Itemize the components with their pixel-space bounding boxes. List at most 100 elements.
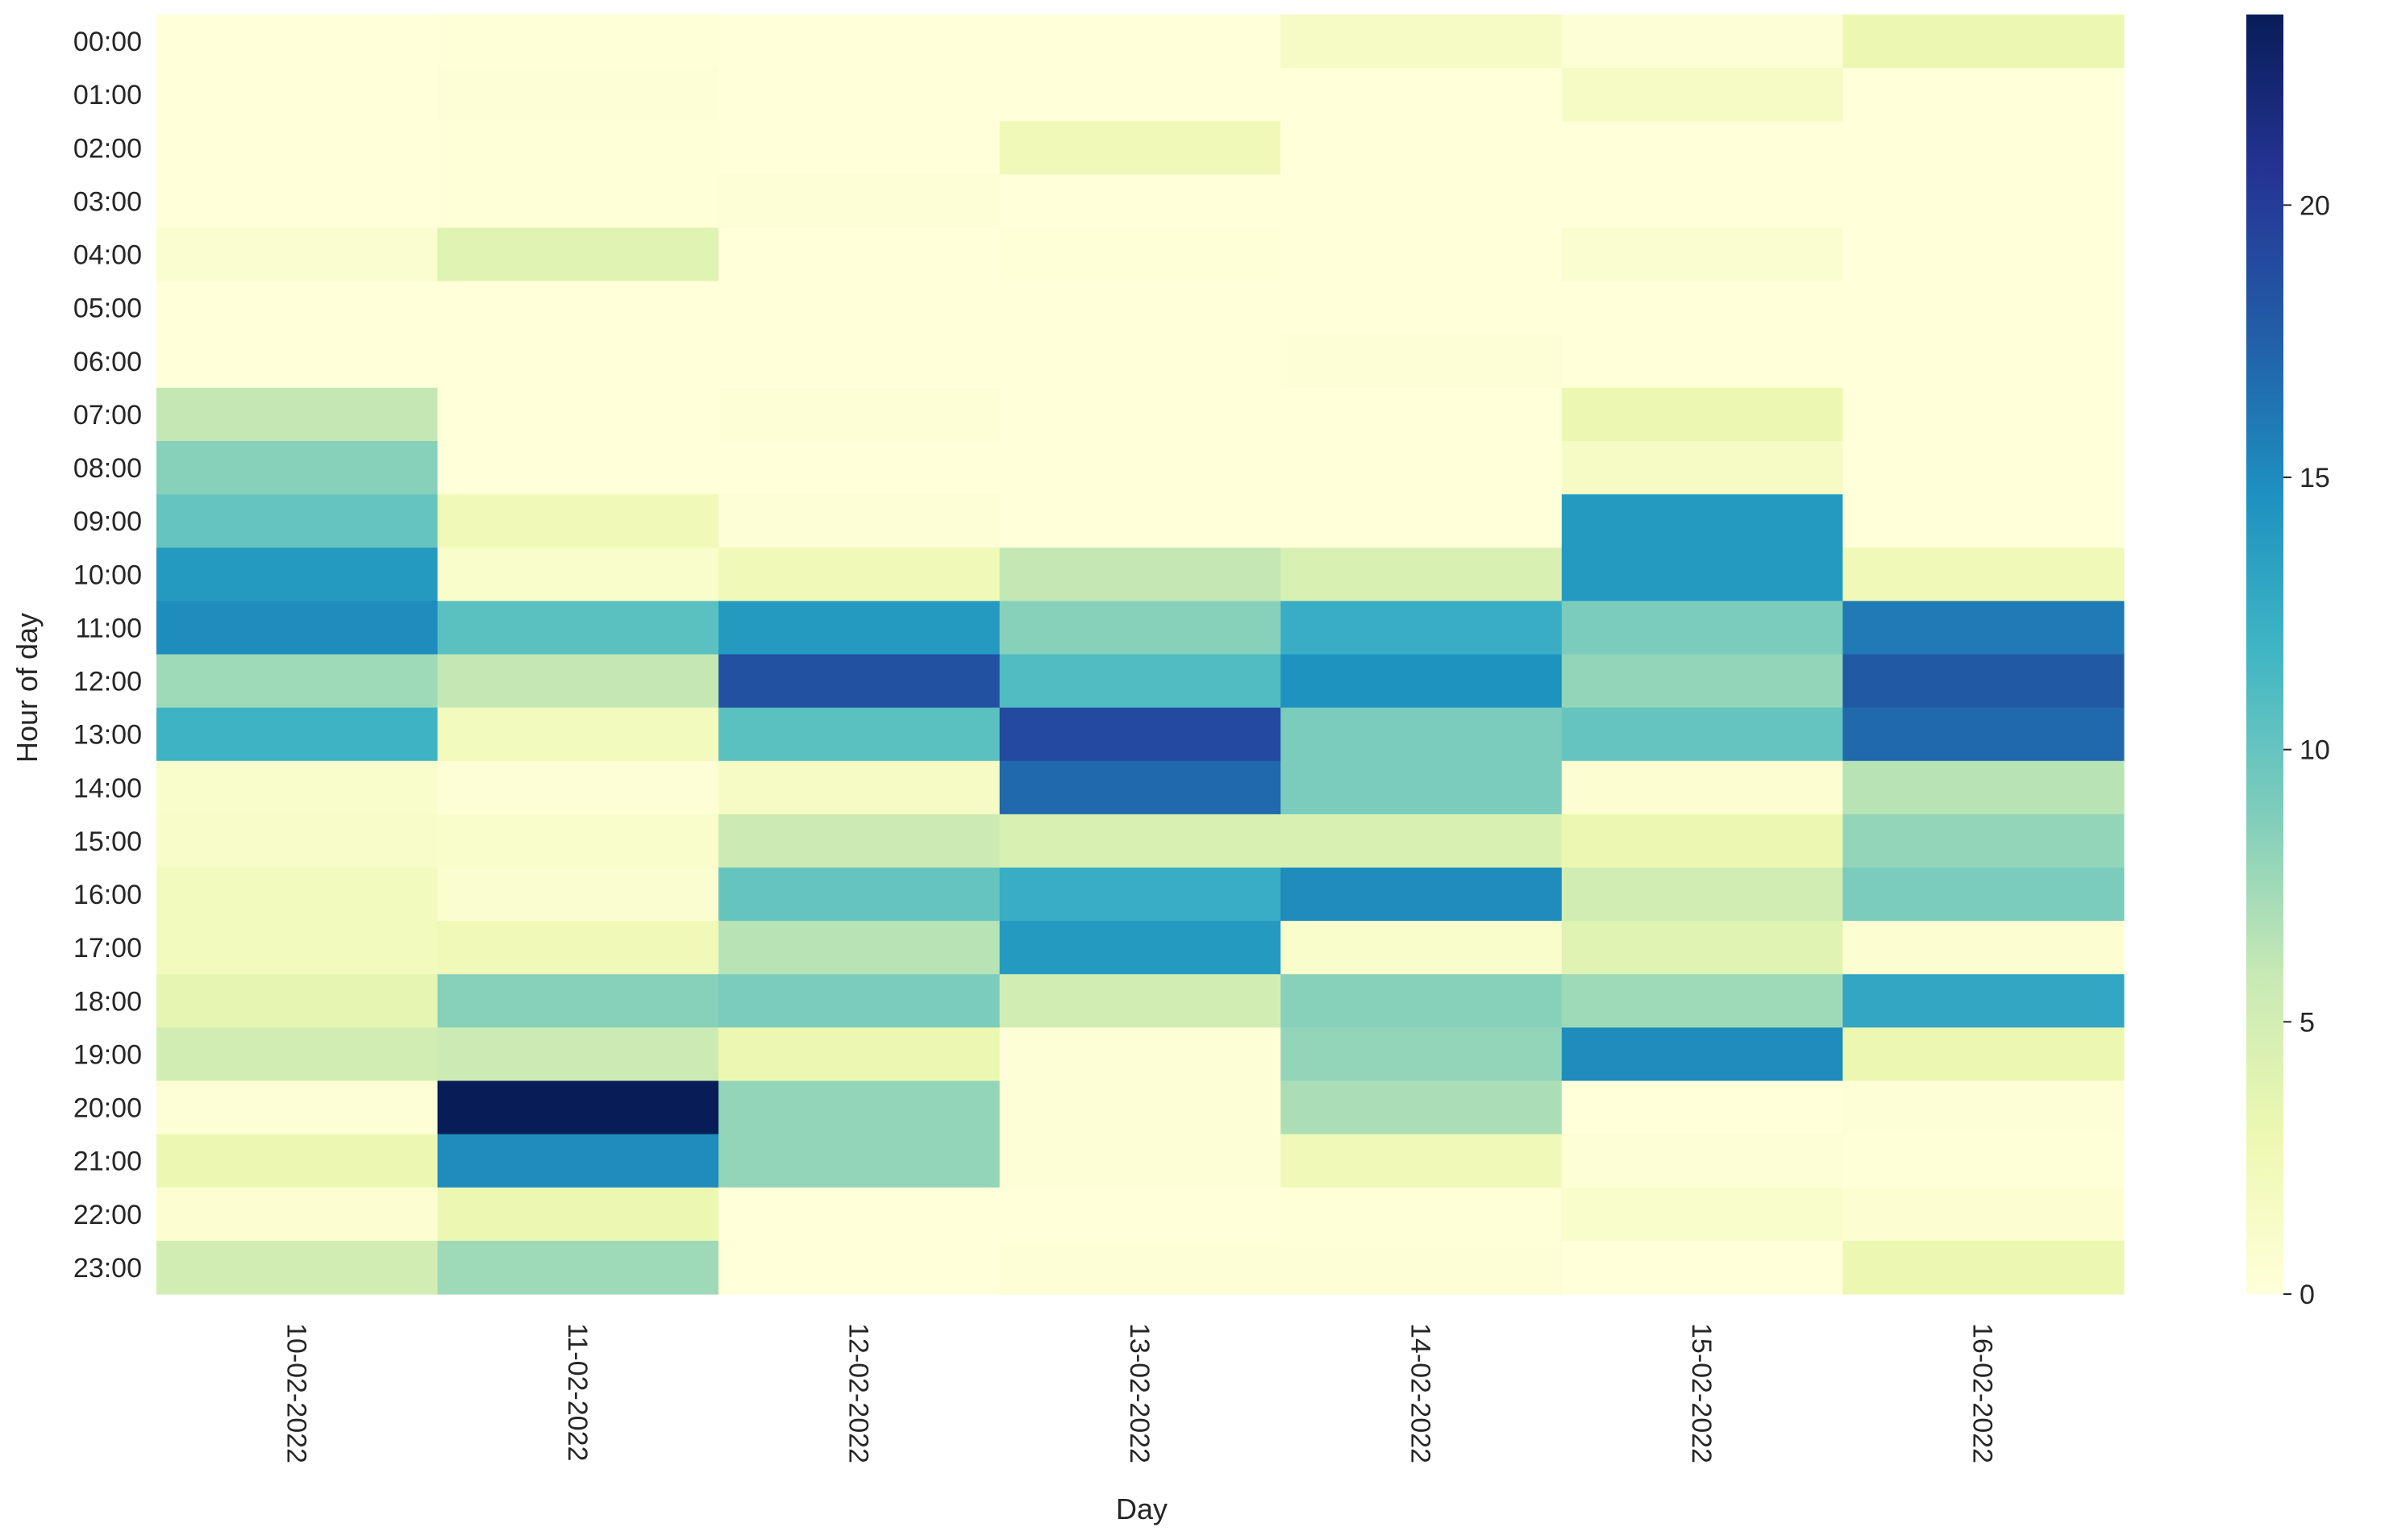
heatmap-cell xyxy=(156,121,439,175)
heatmap-cell xyxy=(156,1240,439,1295)
y-tick-label: 03:00 xyxy=(73,186,142,217)
heatmap-cell xyxy=(718,707,1001,762)
heatmap-cell xyxy=(1280,68,1563,122)
heatmap-cell xyxy=(1561,1134,1844,1188)
heatmap-cell xyxy=(718,868,1001,922)
heatmap-cells xyxy=(156,15,2125,1295)
heatmap-cell xyxy=(1842,441,2125,495)
y-tick-label: 21:00 xyxy=(73,1147,142,1177)
heatmap-cell xyxy=(1842,1187,2125,1242)
heatmap-cell xyxy=(437,921,719,975)
heatmap-cell xyxy=(1561,814,1844,868)
heatmap-cell xyxy=(999,15,1281,69)
y-tick-label: 16:00 xyxy=(73,880,142,910)
heatmap-cell xyxy=(437,68,719,122)
heatmap-cell xyxy=(156,1134,439,1188)
colorbar-tick-label: 20 xyxy=(2300,190,2330,221)
heatmap-cell xyxy=(156,387,439,442)
colorbar-ticks: 0 5 10 15 20 xyxy=(2283,190,2330,1310)
heatmap-cell xyxy=(156,281,439,335)
y-tick-label: 22:00 xyxy=(73,1200,142,1230)
heatmap-cell xyxy=(1280,760,1563,815)
heatmap-cell xyxy=(1280,15,1563,69)
heatmap-cell xyxy=(1561,1080,1844,1135)
y-tick-label: 11:00 xyxy=(75,613,142,643)
heatmap-cell xyxy=(1561,68,1844,122)
heatmap-cell xyxy=(1842,334,2125,389)
heatmap-cell xyxy=(1280,654,1563,709)
y-tick-label: 13:00 xyxy=(73,720,142,751)
heatmap-cell xyxy=(999,1187,1281,1242)
heatmap-cell xyxy=(437,654,719,709)
heatmap-cell xyxy=(1561,121,1844,175)
y-tick-label: 04:00 xyxy=(73,240,142,271)
heatmap-cell xyxy=(1842,1027,2125,1082)
heatmap-cell xyxy=(999,654,1281,709)
heatmap-cell xyxy=(718,334,1001,389)
heatmap-cell xyxy=(1842,1080,2125,1135)
heatmap-cell xyxy=(718,68,1001,122)
heatmap-cell xyxy=(437,601,719,656)
y-tick-label: 08:00 xyxy=(73,453,142,484)
colorbar-tick-label: 5 xyxy=(2300,1007,2315,1038)
heatmap-cell xyxy=(1280,334,1563,389)
heatmap-cell xyxy=(1842,760,2125,815)
heatmap-cell xyxy=(1842,921,2125,975)
heatmap-cell xyxy=(1280,1080,1563,1135)
y-tick-label: 01:00 xyxy=(73,80,142,110)
heatmap-cell xyxy=(156,547,439,601)
heatmap-cell xyxy=(437,547,719,601)
heatmap-cell xyxy=(437,15,719,69)
y-tick-label: 06:00 xyxy=(73,347,142,377)
heatmap-cell xyxy=(1561,974,1844,1028)
heatmap-cell xyxy=(999,1027,1281,1082)
heatmap-cell xyxy=(437,174,719,229)
y-tick-label: 12:00 xyxy=(73,667,142,697)
heatmap-cell xyxy=(1561,921,1844,975)
heatmap-cell xyxy=(156,15,439,69)
heatmap-cell xyxy=(718,601,1001,656)
heatmap-cell xyxy=(156,868,439,922)
y-tick-label: 07:00 xyxy=(73,400,142,431)
heatmap-cell xyxy=(156,68,439,122)
heatmap-cell xyxy=(1561,334,1844,389)
heatmap-cell xyxy=(1280,121,1563,175)
heatmap-cell xyxy=(718,1187,1001,1242)
heatmap-cell xyxy=(1842,974,2125,1028)
heatmap-cell xyxy=(1280,974,1563,1028)
heatmap-cell xyxy=(999,1240,1281,1295)
heatmap-cell xyxy=(1842,174,2125,229)
x-tick-label: 13-02-2022 xyxy=(1124,1323,1155,1463)
heatmap-cell xyxy=(1280,227,1563,282)
heatmap-cell xyxy=(718,760,1001,815)
heatmap-cell xyxy=(1561,174,1844,229)
x-tick-label: 12-02-2022 xyxy=(843,1323,873,1463)
heatmap-cell xyxy=(437,1080,719,1135)
heatmap-cell xyxy=(1842,68,2125,122)
heatmap-cell xyxy=(1561,760,1844,815)
heatmap-cell xyxy=(437,1240,719,1295)
heatmap-cell xyxy=(1842,547,2125,601)
heatmap-cell xyxy=(1842,868,2125,922)
heatmap-cell xyxy=(999,121,1281,175)
heatmap-cell xyxy=(156,654,439,709)
heatmap-cell xyxy=(437,387,719,442)
heatmap-cell xyxy=(1561,654,1844,709)
y-tick-label: 14:00 xyxy=(73,773,142,804)
y-tick-label: 02:00 xyxy=(73,133,142,164)
heatmap-cell xyxy=(156,1187,439,1242)
heatmap-cell xyxy=(1842,121,2125,175)
heatmap-cell xyxy=(718,1134,1001,1188)
heatmap-cell xyxy=(718,441,1001,495)
heatmap-cell xyxy=(999,1134,1281,1188)
heatmap-cell xyxy=(156,760,439,815)
y-tick-label: 10:00 xyxy=(73,560,142,590)
heatmap-cell xyxy=(1280,921,1563,975)
heatmap-cell xyxy=(1842,814,2125,868)
heatmap-cell xyxy=(718,174,1001,229)
y-tick-label: 17:00 xyxy=(73,933,142,964)
heatmap-cell xyxy=(437,1134,719,1188)
heatmap-cell xyxy=(1561,494,1844,548)
x-tick-label: 11-02-2022 xyxy=(562,1323,593,1461)
heatmap-cell xyxy=(999,174,1281,229)
